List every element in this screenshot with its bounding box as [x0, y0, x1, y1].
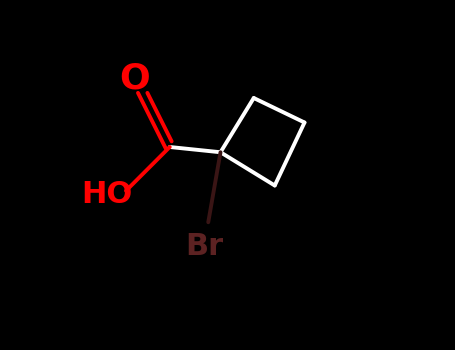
Text: Br: Br	[186, 232, 224, 261]
Text: HO: HO	[81, 180, 132, 209]
Text: O: O	[119, 62, 150, 96]
